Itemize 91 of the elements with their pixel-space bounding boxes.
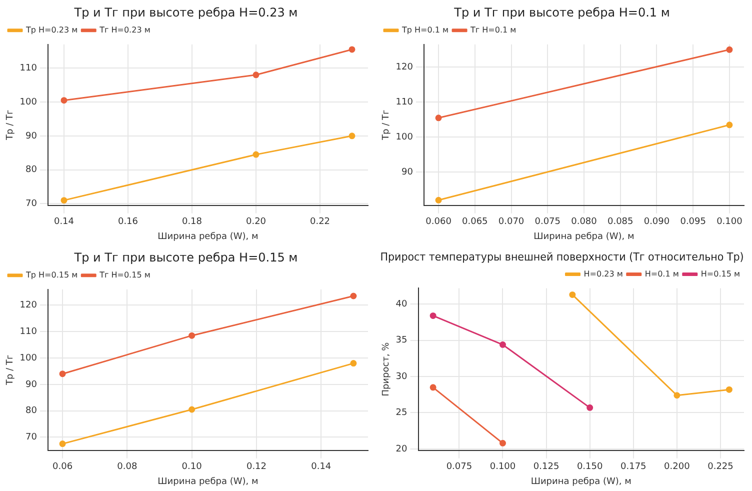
point bbox=[435, 114, 442, 122]
x-tick-label: 0.16 bbox=[118, 217, 138, 228]
x-axis-title: Ширина ребра (W), м bbox=[534, 232, 634, 242]
y-tick-label: 20 bbox=[396, 444, 408, 454]
y-tick-label: 25 bbox=[396, 408, 408, 418]
legend-label: Тг H=0.23 м bbox=[98, 25, 150, 34]
legend-label: H=0.23 м bbox=[584, 269, 623, 278]
x-tick-label: 0.225 bbox=[708, 462, 734, 472]
legend-label: H=0.1 м bbox=[644, 269, 679, 278]
point bbox=[435, 196, 442, 204]
x-axis-title: Ширина ребра (W), м bbox=[158, 476, 258, 487]
point bbox=[586, 404, 594, 411]
y-tick-label: 90 bbox=[26, 131, 38, 142]
legend-label: Тр H=0.1 м bbox=[401, 25, 449, 34]
y-tick-label: 70 bbox=[26, 432, 38, 443]
point bbox=[430, 312, 436, 319]
point bbox=[350, 360, 357, 367]
point bbox=[348, 132, 356, 140]
x-tick-label: 0.22 bbox=[310, 217, 330, 228]
point bbox=[252, 72, 260, 78]
point bbox=[60, 97, 68, 104]
y-tick-label: 40 bbox=[396, 299, 408, 310]
x-tick-label: 0.125 bbox=[533, 462, 560, 472]
legend-label: Тг H=0.1 м bbox=[470, 25, 516, 34]
y-tick-label: 110 bbox=[20, 326, 38, 337]
x-axis-title: Ширина ребра (W), м bbox=[158, 232, 258, 242]
x-tick-label: 0.12 bbox=[246, 462, 266, 472]
legend-label: H=0.15 м bbox=[700, 269, 740, 278]
x-tick-label: 0.070 bbox=[498, 217, 524, 228]
y-tick-label: 30 bbox=[396, 372, 408, 382]
point bbox=[188, 332, 196, 339]
point bbox=[726, 122, 733, 128]
x-tick-label: 0.065 bbox=[462, 217, 488, 228]
chart-title: Тр и Тг при высоте ребра H=0.15 м bbox=[73, 250, 298, 264]
point bbox=[569, 291, 576, 298]
point bbox=[59, 370, 66, 378]
point bbox=[350, 292, 357, 300]
point bbox=[726, 386, 732, 393]
x-tick-label: 0.100 bbox=[490, 462, 516, 472]
y-tick-label: 90 bbox=[402, 167, 414, 178]
x-tick-label: 0.175 bbox=[620, 462, 646, 472]
x-tick-label: 0.080 bbox=[571, 217, 598, 228]
point bbox=[59, 440, 66, 448]
x-tick-label: 0.14 bbox=[54, 217, 74, 228]
y-axis-title: Тр / Тг bbox=[6, 110, 16, 141]
point bbox=[726, 46, 733, 53]
point bbox=[252, 151, 260, 158]
y-axis-title: Тр / Тг bbox=[382, 110, 392, 141]
y-axis-title: Тр / Тг bbox=[6, 354, 16, 386]
point bbox=[499, 341, 506, 348]
legend-label: Тр H=0.23 м bbox=[25, 25, 78, 34]
point bbox=[674, 392, 680, 399]
x-axis-title: Ширина ребра (W), м bbox=[530, 476, 632, 487]
x-tick-label: 0.18 bbox=[182, 217, 202, 228]
x-tick-label: 0.085 bbox=[607, 217, 634, 228]
y-tick-label: 120 bbox=[20, 300, 38, 311]
x-tick-label: 0.150 bbox=[576, 462, 603, 472]
y-tick-label: 120 bbox=[396, 62, 414, 72]
y-tick-label: 80 bbox=[26, 165, 38, 176]
y-tick-label: 110 bbox=[20, 63, 38, 74]
chart-title: Прирост температуры внешней поверхности (Тг относительно Тр) bbox=[380, 250, 744, 264]
x-tick-label: 0.06 bbox=[52, 462, 73, 472]
y-tick-label: 90 bbox=[26, 380, 38, 390]
y-axis-title: Прирост, % bbox=[382, 342, 392, 396]
y-tick-label: 110 bbox=[396, 97, 414, 108]
chart-title: Тр и Тг при высоте ребра H=0.1 м bbox=[453, 5, 670, 20]
x-tick-label: 0.100 bbox=[716, 217, 743, 228]
x-tick-label: 0.060 bbox=[426, 217, 452, 228]
x-tick-label: 0.08 bbox=[117, 462, 138, 472]
y-tick-label: 35 bbox=[396, 336, 408, 346]
point bbox=[499, 440, 506, 446]
x-tick-label: 0.10 bbox=[182, 462, 202, 472]
x-tick-label: 0.14 bbox=[311, 462, 332, 472]
chart-title: Тр и Тг при высоте ребра H=0.23 м bbox=[73, 5, 298, 20]
legend-label: Тр H=0.15 м bbox=[25, 270, 78, 280]
y-tick-label: 100 bbox=[20, 353, 38, 364]
point bbox=[348, 46, 356, 53]
point bbox=[430, 384, 436, 391]
x-tick-label: 0.075 bbox=[446, 462, 472, 472]
y-tick-label: 70 bbox=[26, 199, 38, 210]
x-tick-label: 0.200 bbox=[664, 462, 690, 472]
x-tick-label: 0.090 bbox=[644, 217, 670, 228]
legend-label: Тг H=0.15 м bbox=[98, 270, 150, 280]
y-tick-label: 100 bbox=[20, 97, 38, 108]
y-tick-label: 100 bbox=[396, 132, 414, 142]
x-tick-label: 0.075 bbox=[534, 217, 561, 228]
x-tick-label: 0.20 bbox=[246, 217, 266, 228]
y-tick-label: 80 bbox=[26, 406, 38, 416]
point bbox=[60, 197, 68, 204]
point bbox=[188, 406, 196, 413]
x-tick-label: 0.095 bbox=[680, 217, 706, 228]
